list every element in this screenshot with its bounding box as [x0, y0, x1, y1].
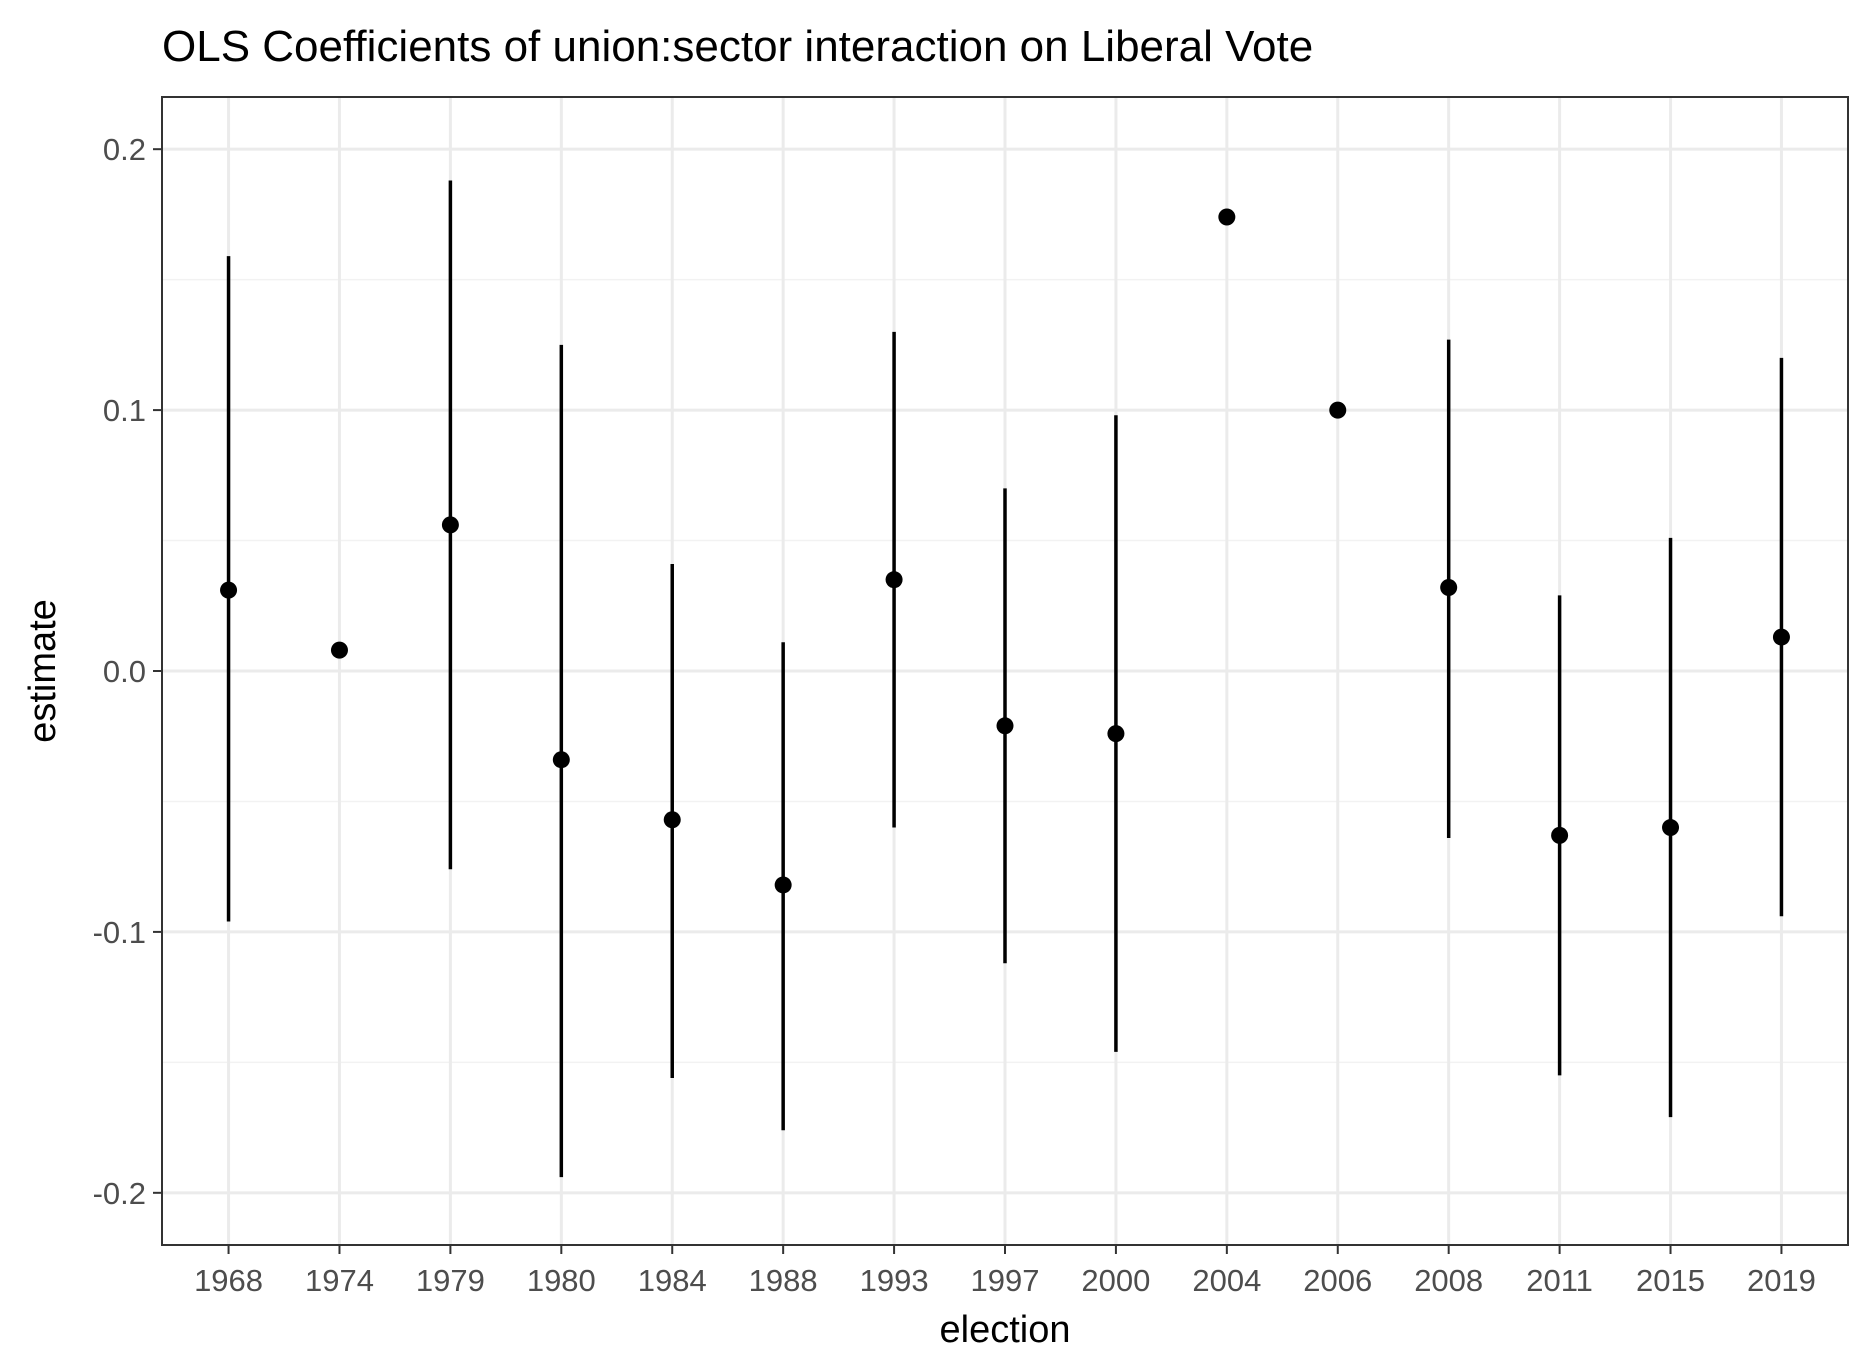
x-tick-label: 2004: [1192, 1263, 1261, 1298]
data-point: [220, 581, 238, 599]
x-tick-label: 1980: [527, 1263, 596, 1298]
data-point: [1662, 819, 1680, 837]
y-tick-label: -0.1: [93, 915, 146, 950]
x-tick-label: 2008: [1414, 1263, 1483, 1298]
data-point: [1107, 725, 1125, 743]
data-point: [1440, 579, 1458, 597]
x-tick-label: 2011: [1526, 1263, 1593, 1298]
chart-title: OLS Coefficients of union:sector interac…: [162, 22, 1313, 71]
x-tick-label: 2019: [1747, 1263, 1816, 1298]
data-point: [663, 811, 681, 829]
x-tick-label: 1997: [971, 1263, 1040, 1298]
y-tick-label: 0.1: [103, 393, 146, 428]
data-point: [552, 751, 570, 769]
axes: -0.2 -0.1 0.0 0.1 0.2 1968 1974 1979 1980 1984 198…: [93, 132, 1816, 1298]
x-tick-label: 2006: [1303, 1263, 1372, 1298]
data-point: [1772, 628, 1790, 646]
x-tick-label: 1988: [749, 1263, 818, 1298]
data-point: [441, 516, 459, 534]
y-tick-label: 0.0: [103, 654, 146, 689]
data-point: [1218, 208, 1236, 226]
x-tick-label: 2015: [1636, 1263, 1705, 1298]
data-marks: [220, 180, 1790, 1178]
y-tick-label: 0.2: [103, 132, 146, 167]
data-point: [996, 717, 1014, 735]
data-point: [885, 571, 903, 589]
data-point: [1551, 826, 1569, 844]
y-axis-title: estimate: [22, 599, 64, 743]
y-tick-label: -0.2: [93, 1176, 146, 1211]
x-tick-label: 1993: [860, 1263, 929, 1298]
x-axis-title: election: [940, 1309, 1071, 1351]
x-tick-label: 1968: [194, 1263, 263, 1298]
data-point: [774, 876, 792, 894]
x-tick-label: 2000: [1081, 1263, 1150, 1298]
data-point: [1329, 401, 1347, 419]
x-tick-label: 1974: [305, 1263, 374, 1298]
x-tick-label: 1979: [416, 1263, 485, 1298]
x-tick-label: 1984: [638, 1263, 707, 1298]
data-point: [330, 641, 348, 659]
